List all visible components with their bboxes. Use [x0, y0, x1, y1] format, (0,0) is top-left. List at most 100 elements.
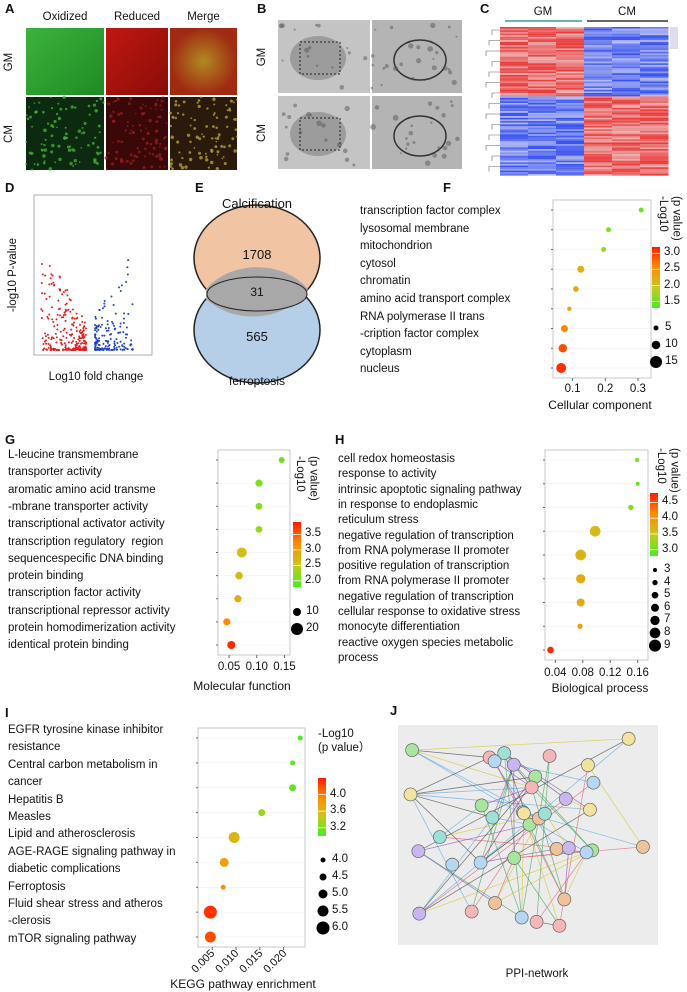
organelle: [455, 136, 460, 142]
heatmap-cell: [556, 35, 585, 38]
heatmap-cell: [612, 89, 641, 92]
x-tick-label: 0.12: [599, 667, 622, 680]
dot: [576, 574, 586, 584]
heatmap-cell: [640, 45, 669, 47]
volcano-point: [124, 336, 127, 339]
dot: [219, 857, 229, 867]
organelle: [316, 23, 321, 28]
heatmap-cell: [640, 38, 669, 41]
speckle: [195, 135, 199, 139]
colorbar-tick-label: 2.0: [305, 573, 321, 586]
heatmap-cell: [556, 83, 585, 85]
heatmap-cell: [584, 112, 613, 115]
volcano-point: [121, 348, 124, 351]
network-node: [557, 892, 572, 907]
speckle: [212, 125, 215, 128]
speckle: [67, 148, 72, 152]
heatmap-cell: [612, 86, 641, 89]
speckle: [25, 114, 28, 117]
heatmap-cell: [584, 83, 613, 85]
heatmap-cell: [612, 81, 641, 84]
heatmap-cell: [528, 168, 557, 171]
volcano-point: [78, 323, 81, 326]
volcano-point: [64, 347, 67, 350]
heatmap-cell: [500, 99, 529, 102]
column-label: Oxidized: [42, 11, 88, 24]
organelle: [363, 56, 368, 61]
heatmap-cell: [500, 139, 529, 141]
volcano-point: [75, 326, 78, 329]
speckle: [128, 132, 131, 135]
heatmap-cell: [612, 106, 641, 108]
network-edge: [418, 850, 496, 904]
speckle: [80, 132, 83, 135]
speckle: [97, 124, 101, 128]
heatmap-cell: [528, 150, 557, 153]
speckle: [133, 154, 137, 158]
speckle: [158, 153, 162, 157]
heatmap-cell: [584, 116, 613, 118]
heatmap-cell: [556, 30, 585, 33]
dot: [297, 735, 303, 741]
heatmap-cell: [584, 73, 613, 75]
heatmap-cell: [528, 117, 557, 120]
heatmap-cell: [584, 168, 613, 171]
volcano-point: [58, 275, 61, 278]
dot: [567, 306, 572, 311]
heatmap-cell: [584, 145, 613, 148]
heatmap-cell: [640, 139, 669, 141]
organelle: [430, 22, 436, 29]
heatmap-cell: [612, 126, 641, 128]
size-legend-label: 3: [664, 563, 671, 576]
heatmap-cell: [640, 154, 669, 156]
volcano-point: [54, 332, 57, 335]
volcano-point: [63, 342, 66, 345]
speckle: [170, 135, 174, 139]
heatmap-cell: [500, 83, 529, 85]
organelle: [393, 65, 399, 72]
heatmap-cell: [612, 111, 641, 113]
heatmap-cell: [584, 147, 613, 150]
heatmap-cell: [556, 160, 585, 163]
heatmap-cell: [528, 162, 557, 165]
heatmap-cell: [584, 33, 613, 36]
organelle: [405, 147, 408, 150]
heatmap-cell: [556, 152, 585, 155]
heatmap-cell: [584, 97, 613, 100]
size-legend-label: 5.5: [332, 904, 348, 917]
speckle: [75, 136, 78, 139]
heatmap-cell: [556, 109, 585, 112]
colorbar-tick-label: 3.0: [662, 542, 678, 555]
volcano-point: [60, 316, 63, 319]
speckle: [180, 166, 185, 170]
speckle: [204, 152, 207, 155]
organelle: [445, 140, 452, 147]
heatmap-cell: [584, 104, 613, 107]
organelle: [427, 46, 433, 52]
speckle: [158, 146, 161, 148]
organelle: [315, 64, 319, 67]
heatmap-cell: [500, 129, 529, 132]
heatmap-cell: [612, 163, 641, 166]
organelle: [370, 86, 374, 90]
heatmap-cell: [528, 160, 557, 163]
category-label: transcriptional activator activity: [8, 518, 165, 531]
heatmap-cell: [556, 117, 585, 120]
panel-letter: H: [335, 432, 345, 447]
heatmap-cell: [556, 60, 585, 62]
speckle: [142, 103, 144, 106]
heatmap-cell: [640, 63, 669, 66]
heatmap-cell: [612, 73, 641, 75]
heatmap-cell: [612, 165, 641, 168]
speckle: [30, 151, 34, 156]
heatmap-cell: [584, 102, 613, 105]
speckle: [155, 120, 159, 124]
speckle: [184, 165, 188, 169]
heatmap-cell: [640, 91, 669, 94]
heatmap-cell: [584, 79, 613, 82]
heatmap-cell: [612, 116, 641, 118]
volcano-point: [102, 348, 105, 351]
organelle: [285, 152, 290, 156]
speckle: [154, 141, 158, 145]
organelle: [427, 101, 433, 106]
